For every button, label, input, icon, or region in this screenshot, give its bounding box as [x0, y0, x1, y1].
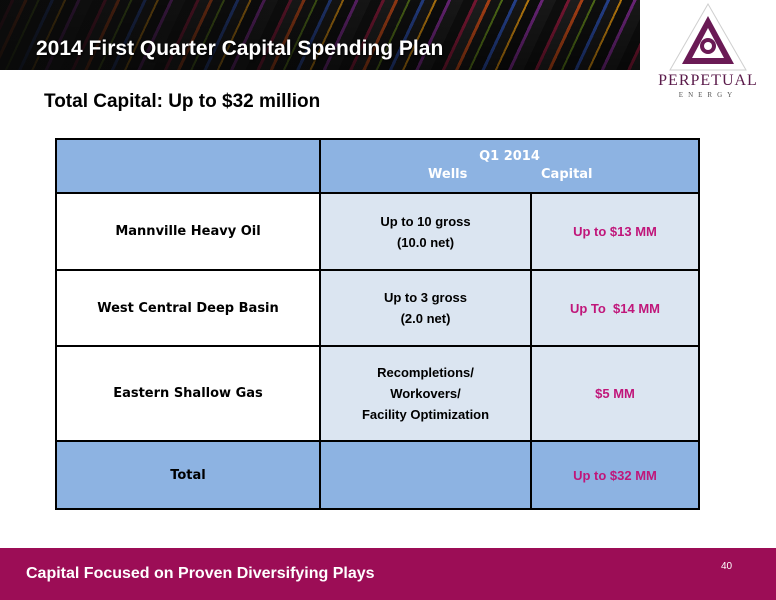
table-row: Eastern Shallow Gas Recompletions/ Worko… — [55, 345, 700, 442]
wells-line: Workovers/ — [390, 386, 461, 401]
wells-line: (10.0 net) — [396, 234, 455, 250]
logo-name: PERPETUAL — [658, 72, 758, 89]
header-capital: Capital — [541, 167, 593, 182]
row-wells: Recompletions/ Workovers/ Facility Optim… — [319, 345, 532, 442]
total-wells — [319, 440, 532, 510]
header-period: Q1 2014 — [479, 149, 540, 164]
table-row: Mannville Heavy Oil Up to 10 gross (10.0… — [55, 192, 700, 271]
logo-subtitle: ENERGY — [678, 91, 738, 99]
slide-subtitle: Total Capital: Up to $32 million — [44, 91, 321, 112]
row-wells: Up to 3 gross (2.0 net) — [319, 269, 532, 347]
row-capital-text: Up To $14 MM — [569, 300, 661, 316]
header-subtitles: Wells Capital — [321, 166, 698, 184]
wells-line: Facility Optimization — [361, 407, 490, 422]
row-label: West Central Deep Basin — [55, 269, 321, 347]
wells-line: Up to 10 gross — [380, 213, 471, 229]
triangle-logo-icon — [669, 2, 747, 71]
slide-title: 2014 First Quarter Capital Spending Plan — [36, 37, 444, 60]
total-label: Total — [55, 440, 321, 510]
wells-line: Recompletions/ — [377, 365, 474, 380]
row-wells: Up to 10 gross (10.0 net) — [319, 192, 532, 271]
page-number: 40 — [721, 561, 733, 572]
table-total-row: Total Up to $32 MM — [55, 440, 700, 510]
row-label: Eastern Shallow Gas — [55, 345, 321, 442]
title-banner-fade — [0, 0, 640, 70]
footer-text: Capital Focused on Proven Diversifying P… — [26, 565, 375, 582]
row-capital: $5 MM — [530, 345, 700, 442]
wells-line: (2.0 net) — [400, 311, 451, 326]
header-wells: Wells — [428, 167, 468, 182]
row-capital: Up To $14 MM — [530, 269, 700, 347]
header-empty-cell — [55, 138, 321, 194]
header-period-cell: Q1 2014 Wells Capital — [319, 138, 700, 194]
total-capital: Up to $32 MM — [530, 440, 700, 510]
wells-line: Up to 3 gross — [383, 290, 468, 305]
table-header-row: Q1 2014 Wells Capital — [55, 138, 700, 194]
capital-plan-table: Q1 2014 Wells Capital Mannville Heavy Oi… — [55, 138, 700, 510]
company-logo: PERPETUAL ENERGY — [640, 0, 776, 104]
table-row: West Central Deep Basin Up to 3 gross (2… — [55, 269, 700, 347]
footer-bar: Capital Focused on Proven Diversifying P… — [0, 548, 776, 600]
row-capital: Up to $13 MM — [530, 192, 700, 271]
row-label: Mannville Heavy Oil — [55, 192, 321, 271]
